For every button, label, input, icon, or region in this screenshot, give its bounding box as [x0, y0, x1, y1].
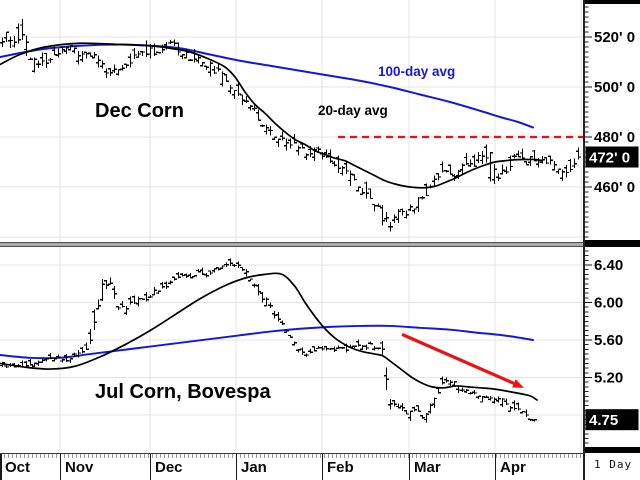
- time-axis-tick-strip: [0, 454, 583, 458]
- price-scale[interactable]: 520' 0 500' 0 480' 0 460' 0 6.40 6.00 5.60 5.20…: [583, 0, 640, 480]
- chart-title-jul-corn: Jul Corn, Bovespa: [95, 381, 271, 403]
- svg-text:472' 0: 472' 0: [589, 150, 630, 167]
- panel-splitter[interactable]: [0, 242, 583, 247]
- month-label-nov: Nov: [65, 459, 94, 476]
- month-label-mar: Mar: [414, 459, 441, 476]
- month-label-feb: Feb: [327, 459, 354, 476]
- month-label-dec: Dec: [155, 459, 183, 476]
- scale-separator-bar: [585, 0, 640, 4]
- month-separator: [236, 454, 237, 480]
- price-tick-label: 480' 0: [594, 129, 635, 146]
- last-price-tag: 472' 0: [585, 146, 639, 168]
- price-tick-label: 6.00: [594, 295, 623, 312]
- price-scale-canvas[interactable]: 520' 0 500' 0 480' 0 460' 0 6.40 6.00 5.60 5.20…: [585, 0, 640, 480]
- price-tick-label: 5.60: [594, 332, 623, 349]
- price-tick-label: 6.40: [594, 257, 623, 274]
- chart-title-dec-corn: Dec Corn: [95, 100, 184, 122]
- chart-panel-jul-corn[interactable]: Pr phetX ® powered by DTN°: [0, 247, 583, 453]
- downtrend-arrow[interactable]: [401, 332, 524, 388]
- month-separator: [322, 454, 323, 480]
- time-axis[interactable]: Oct Nov Dec Jan Feb Mar Apr: [0, 453, 583, 480]
- month-label-jan: Jan: [241, 459, 267, 476]
- ohlc-bars: [0, 19, 581, 232]
- jul-corn-chart-canvas[interactable]: [0, 247, 583, 453]
- price-tick-label: 460' 0: [594, 179, 635, 196]
- avg20-label: 20-day avg: [318, 103, 388, 118]
- scale-separator-bar: [585, 240, 640, 247]
- svg-text:4.75: 4.75: [589, 412, 618, 429]
- avg100-line: [0, 324, 534, 360]
- month-label-apr: Apr: [500, 459, 526, 476]
- month-separator: [495, 454, 496, 480]
- month-separator: [0, 454, 2, 480]
- scale-separator-bar: [585, 447, 640, 453]
- month-separator: [60, 454, 61, 480]
- month-separator: [409, 454, 410, 480]
- month-label-oct: Oct: [5, 459, 31, 476]
- month-separator: [150, 454, 151, 480]
- last-price-tag: 4.75: [585, 409, 639, 431]
- period-label: 1 Day: [585, 458, 640, 480]
- price-tick-label: 5.20: [594, 370, 623, 387]
- ohlc-bars: [0, 258, 537, 423]
- dec-corn-chart-canvas[interactable]: [0, 0, 583, 243]
- price-tick-label: 500' 0: [594, 79, 635, 96]
- chart-panel-dec-corn[interactable]: Dec Corn 100-day avg 20-day avg: [0, 0, 583, 243]
- avg20-line: [0, 42, 543, 189]
- price-tick-label: 520' 0: [594, 29, 635, 46]
- avg100-label: 100-day avg: [378, 64, 456, 79]
